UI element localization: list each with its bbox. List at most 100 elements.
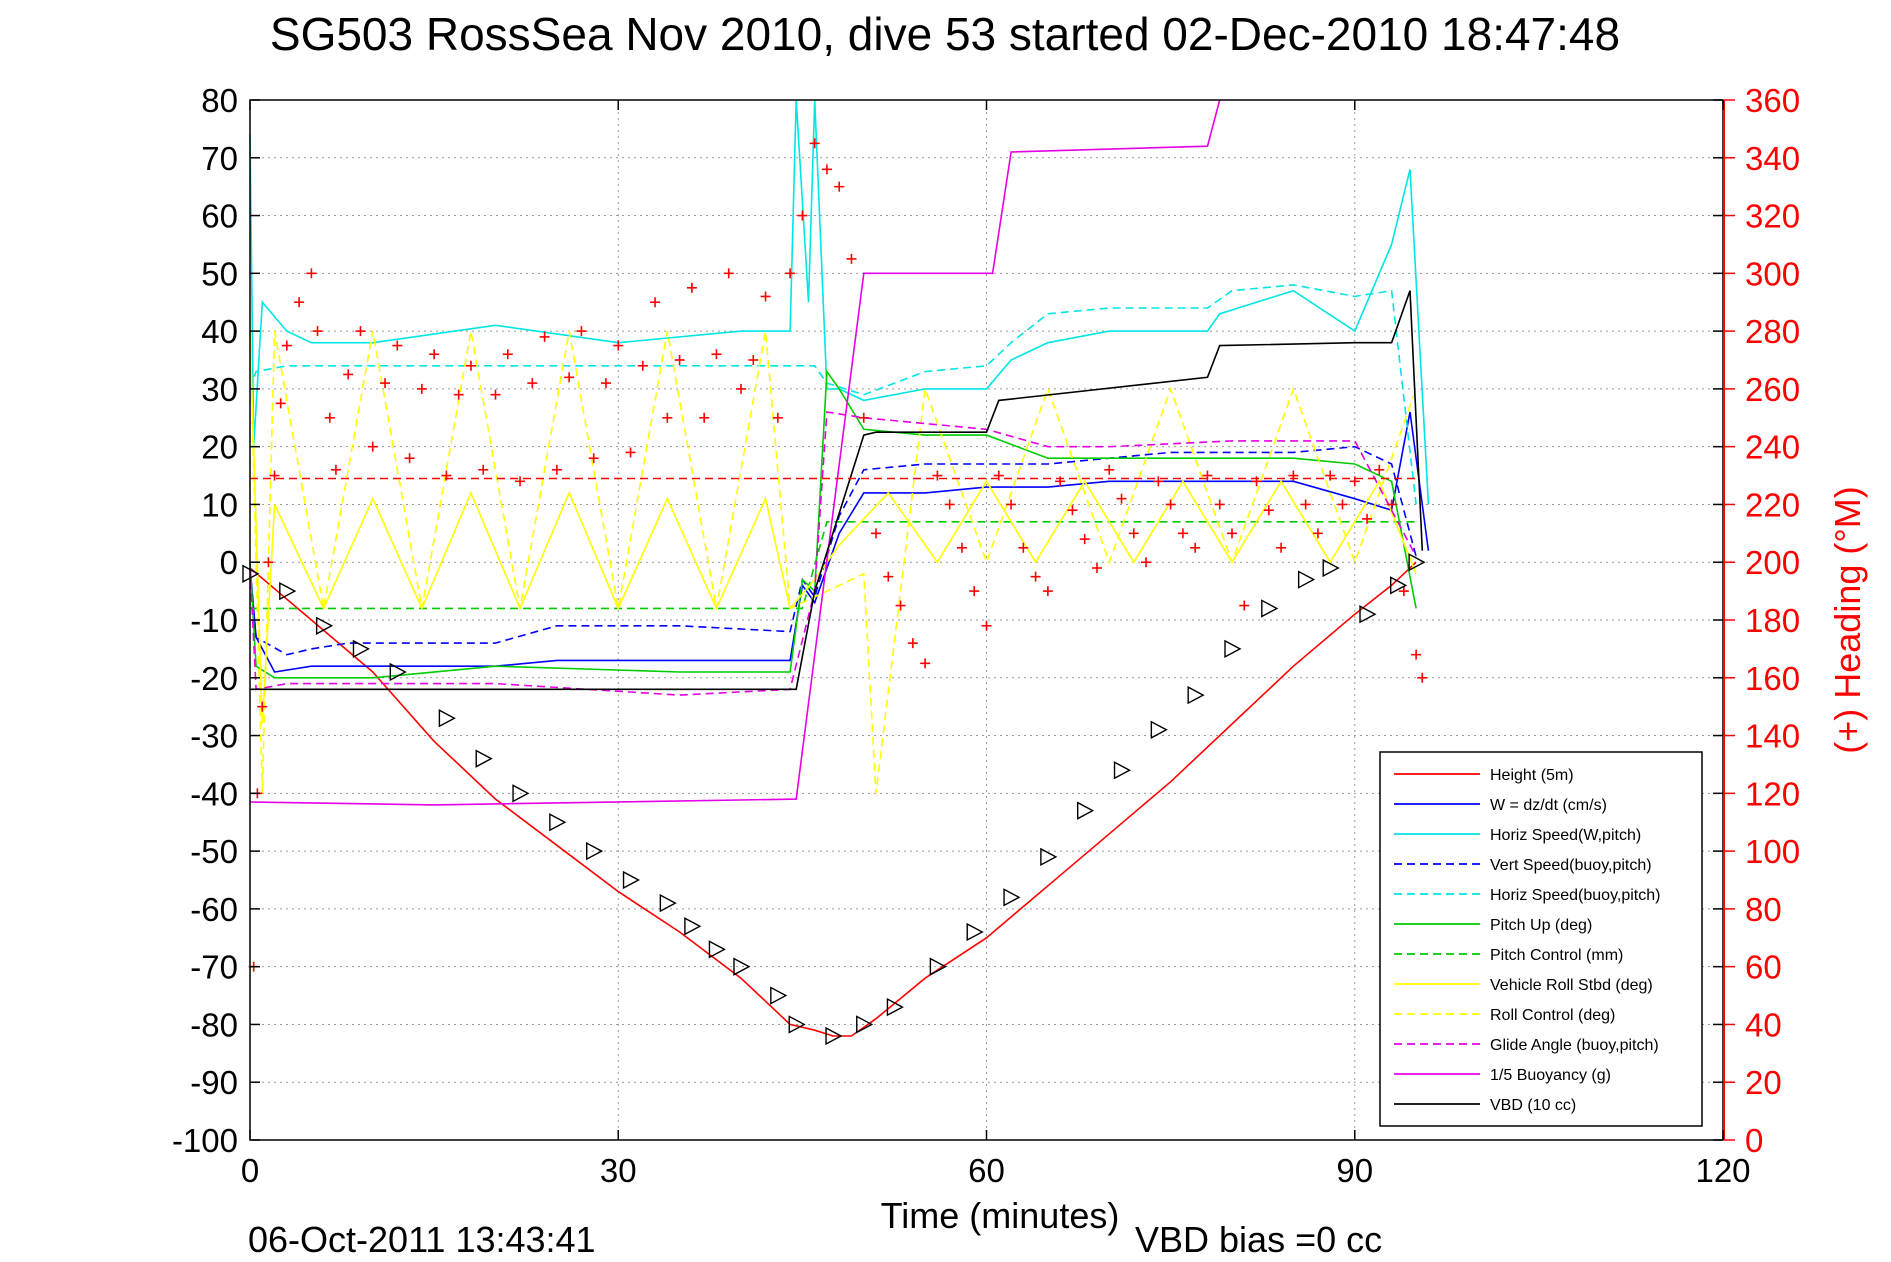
x-axis-tick-label: 60 [968, 1152, 1005, 1189]
legend-label: Horiz Speed(buoy,pitch) [1490, 887, 1660, 904]
heading-point [1276, 542, 1287, 553]
heading-point [551, 464, 562, 475]
heading-point [306, 268, 317, 279]
depth-marker [733, 957, 751, 976]
depth-marker [1113, 761, 1132, 780]
right-axis-tick-label: 100 [1745, 833, 1800, 870]
heading-point [1417, 672, 1428, 683]
heading-point [453, 389, 464, 400]
right-axis-tick-label: 240 [1745, 429, 1800, 466]
right-axis-tick-label: 160 [1745, 660, 1800, 697]
heading-point [723, 268, 734, 279]
right-axis-tick-label: 40 [1745, 1006, 1782, 1043]
heading-point [392, 340, 403, 351]
legend-label: Horiz Speed(W,pitch) [1490, 827, 1641, 844]
heading-point [1128, 528, 1139, 539]
depth-marker [1076, 801, 1095, 820]
left-axis-tick-label: 50 [201, 255, 238, 292]
depth-marker [659, 893, 677, 913]
depth-marker-layer [242, 553, 1426, 1046]
depth-marker [1187, 685, 1205, 705]
legend-label: Roll Control (deg) [1490, 1007, 1615, 1024]
series-line [249, 330, 1417, 794]
x-axis-tick-label: 120 [1695, 1152, 1750, 1189]
heading-point [932, 470, 943, 481]
heading-point [662, 412, 673, 423]
depth-marker [1297, 570, 1316, 589]
heading-point [527, 378, 538, 389]
depth-marker [549, 813, 567, 832]
heading-point [343, 369, 354, 380]
heading-point [969, 586, 980, 597]
heading-point [600, 378, 611, 389]
depth-marker [1408, 553, 1426, 572]
heading-point [1337, 499, 1348, 510]
depth-marker [825, 1026, 843, 1046]
depth-marker [586, 841, 604, 861]
right-axis-tick-label: 120 [1745, 775, 1800, 812]
heading-point [736, 383, 746, 394]
left-axis-tick-label: 20 [201, 429, 238, 466]
depth-marker [684, 917, 702, 936]
heading-point [281, 340, 292, 351]
heading-point [686, 282, 697, 293]
vbd-bias-note: VBD bias =0 cc [1135, 1219, 1382, 1260]
depth-marker [352, 639, 370, 659]
left-axis-tick-label: -100 [172, 1122, 238, 1159]
heading-point [564, 372, 575, 383]
depth-marker [438, 709, 456, 728]
depth-marker [1359, 605, 1377, 624]
right-axis-tick-label: 140 [1745, 718, 1800, 755]
heading-point [920, 658, 931, 669]
heading-point [330, 464, 341, 475]
heading-point [907, 638, 918, 649]
heading-point [809, 138, 820, 149]
heading-point [1190, 542, 1201, 553]
heading-point [748, 355, 759, 365]
heading-point [324, 412, 335, 423]
heading-point [1104, 464, 1115, 475]
heading-point [1067, 505, 1078, 516]
depth-marker [622, 870, 641, 890]
left-axis-tick-label: -20 [190, 660, 238, 697]
heading-point [1398, 586, 1409, 597]
right-axis-tick-label: 180 [1745, 602, 1800, 639]
legend-label: Vert Speed(buoy,pitch) [1490, 857, 1652, 874]
right-axis-tick-label: 260 [1745, 371, 1800, 408]
heading-point [834, 181, 845, 192]
heading-point [1263, 505, 1274, 516]
heading-point [404, 453, 415, 464]
heading-point [1165, 499, 1176, 510]
heading-point [441, 470, 452, 481]
heading-point [1362, 513, 1373, 524]
depth-marker [1003, 888, 1021, 907]
heading-point [944, 499, 955, 510]
heading-point [367, 441, 378, 452]
heading-point [895, 600, 906, 611]
heading-point [772, 412, 783, 423]
depth-marker [389, 662, 407, 682]
footer-timestamp: 06-Oct-2011 13:43:41 [248, 1219, 596, 1260]
left-axis-tick-label: 80 [201, 82, 238, 119]
heading-point [1018, 542, 1029, 553]
legend-label: Pitch Up (deg) [1490, 917, 1592, 934]
heading-point [294, 297, 305, 308]
right-axis-ticks: 3603403203002802602402202001801601401201… [1724, 82, 1800, 1159]
heading-point [846, 253, 857, 264]
heading-point [1141, 557, 1152, 568]
depth-marker [929, 957, 947, 976]
heading-point [1251, 476, 1262, 487]
depth-marker [770, 986, 788, 1005]
heading-point [257, 701, 268, 712]
heading-point [956, 542, 967, 553]
heading-point [416, 383, 427, 394]
series-line [250, 520, 1417, 610]
left-axis-tick-label: 70 [201, 140, 238, 177]
heading-point [269, 470, 280, 481]
heading-point [1006, 499, 1017, 510]
legend-label: 1/5 Buoyancy (g) [1490, 1067, 1611, 1084]
heading-point [1042, 586, 1053, 597]
heading-point [1214, 499, 1225, 510]
heading-point [1055, 476, 1066, 487]
heading-point [821, 164, 832, 175]
